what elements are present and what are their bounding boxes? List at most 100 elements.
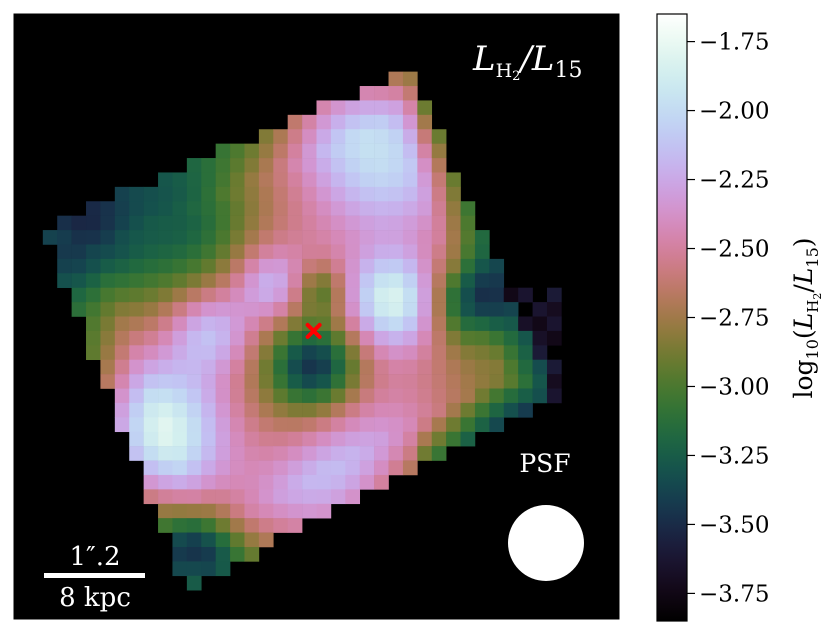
map-pixel xyxy=(330,129,346,144)
map-pixel xyxy=(273,186,288,202)
map-pixel xyxy=(201,374,216,389)
map-pixel xyxy=(359,374,375,389)
map-pixel xyxy=(302,158,317,173)
map-pixel xyxy=(201,431,216,447)
map-pixel xyxy=(172,258,188,274)
map-pixel xyxy=(388,402,404,418)
map-pixel xyxy=(359,402,375,418)
map-pixel xyxy=(417,388,433,404)
map-pixel xyxy=(316,287,332,303)
map-pixel xyxy=(374,330,389,346)
colorbar-tick-label: −3.00 xyxy=(699,374,769,400)
map-pixel xyxy=(215,489,231,505)
map-pixel xyxy=(359,201,375,216)
map-pixel xyxy=(158,287,173,303)
map-pixel xyxy=(273,244,288,260)
map-pixel xyxy=(244,143,260,159)
map-pixel xyxy=(201,532,216,548)
map-pixel xyxy=(518,330,533,346)
map-pixel xyxy=(230,287,245,303)
map-pixel xyxy=(143,215,159,231)
map-pixel xyxy=(518,287,533,303)
map-pixel xyxy=(316,359,332,375)
colorbar-tick-label: −2.25 xyxy=(699,168,769,194)
map-pixel xyxy=(330,359,346,375)
map-pixel xyxy=(86,330,101,346)
map-pixel xyxy=(186,431,202,447)
map-pixel xyxy=(489,273,505,288)
map-pixel xyxy=(532,316,548,332)
map-pixel xyxy=(230,302,245,317)
scalebar-bottom-label: 8 kpc xyxy=(59,583,131,613)
map-pixel xyxy=(330,172,346,188)
map-pixel xyxy=(388,86,404,101)
map-pixel xyxy=(230,431,245,447)
map-pixel xyxy=(388,359,404,375)
map-pixel xyxy=(532,345,548,361)
map-pixel xyxy=(503,330,519,346)
colorbar-tick-label: −3.75 xyxy=(699,581,769,607)
map-pixel xyxy=(71,273,87,288)
map-pixel xyxy=(57,230,72,245)
map-pixel xyxy=(230,460,245,476)
map-pixel xyxy=(460,273,476,288)
map-pixel xyxy=(302,129,317,144)
map-pixel xyxy=(143,388,159,404)
map-pixel xyxy=(316,302,332,317)
map-pixel xyxy=(186,474,202,490)
map-pixel xyxy=(287,316,303,332)
map-pixel xyxy=(431,273,447,288)
map-pixel xyxy=(129,388,144,404)
map-pixel xyxy=(316,374,332,389)
map-pixel xyxy=(345,258,361,274)
map-pixel xyxy=(460,258,476,274)
map-pixel xyxy=(374,244,389,260)
map-pixel xyxy=(330,489,346,505)
map-pixel xyxy=(374,114,389,130)
map-pixel xyxy=(258,143,274,159)
map-pixel xyxy=(460,402,476,418)
map-pixel xyxy=(230,258,245,274)
map-pixel xyxy=(345,460,361,476)
map-pixel xyxy=(330,201,346,216)
map-pixel xyxy=(143,489,159,505)
map-pixel xyxy=(460,388,476,404)
map-pixel xyxy=(172,316,188,332)
psf-circle xyxy=(508,505,584,581)
map-pixel xyxy=(402,71,418,87)
map-pixel xyxy=(489,402,505,418)
map-pixel xyxy=(215,417,231,433)
map-pixel xyxy=(359,100,375,116)
map-pixel xyxy=(215,388,231,404)
map-pixel xyxy=(143,345,159,361)
map-pixel xyxy=(244,273,260,288)
map-pixel xyxy=(460,431,476,447)
map-pixel xyxy=(446,388,461,404)
map-pixel xyxy=(287,273,303,288)
map-pixel xyxy=(431,345,447,361)
map-pixel xyxy=(143,431,159,447)
map-pixel xyxy=(330,114,346,130)
map-pixel xyxy=(172,172,188,188)
map-pixel xyxy=(446,201,461,216)
map-pixel xyxy=(258,330,274,346)
map-pixel xyxy=(114,287,130,303)
map-pixel xyxy=(402,431,418,447)
map-pixel xyxy=(186,561,202,577)
map-pixel xyxy=(345,345,361,361)
map-pixel xyxy=(158,431,173,447)
map-pixel xyxy=(402,417,418,433)
map-pixel xyxy=(215,258,231,274)
map-pixel xyxy=(359,316,375,332)
map-pixel xyxy=(302,316,317,332)
map-pixel xyxy=(431,258,447,274)
map-pixel xyxy=(244,518,260,533)
map-pixel xyxy=(388,143,404,159)
map-pixel xyxy=(359,388,375,404)
map-pixel xyxy=(215,172,231,188)
map-pixel xyxy=(431,143,447,159)
map-pixel xyxy=(316,230,332,245)
map-pixel xyxy=(446,230,461,245)
colorbar-tick-label: −2.50 xyxy=(699,237,769,263)
map-pixel xyxy=(273,431,288,447)
